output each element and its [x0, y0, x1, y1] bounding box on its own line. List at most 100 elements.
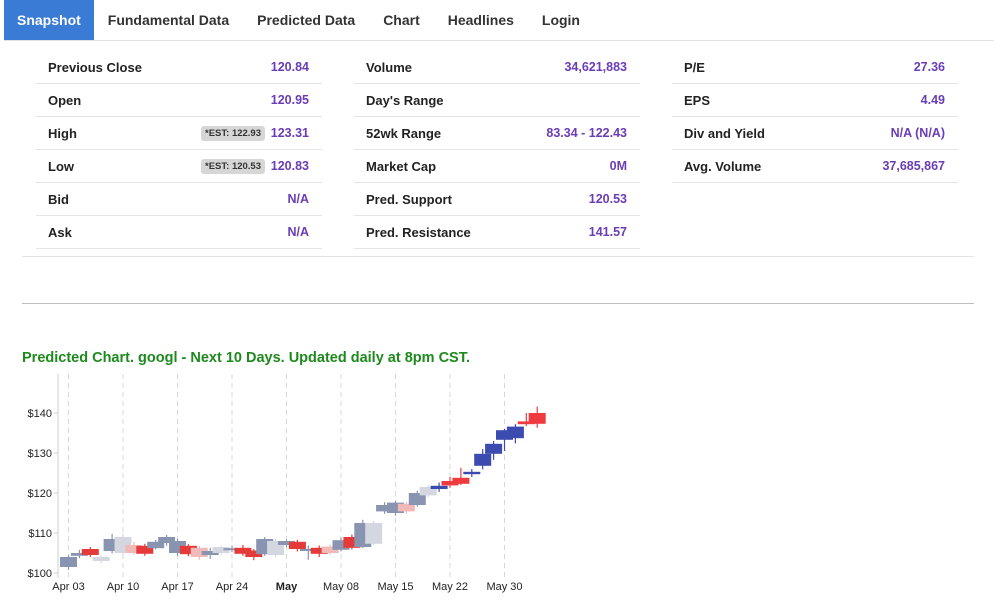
- candle-body: [299, 549, 317, 551]
- candle-body: [408, 493, 426, 505]
- candle-body: [506, 426, 524, 439]
- candle-body: [81, 549, 99, 555]
- row-label: Volume: [366, 60, 412, 75]
- tab-fundamental-data[interactable]: Fundamental Data: [107, 12, 230, 28]
- y-tick-label: $130: [28, 448, 52, 460]
- candle-body: [179, 545, 197, 555]
- est-badge: *EST: 120.53: [201, 159, 265, 174]
- 52wk-range-row: 52wk Range 83.34 - 122.43: [354, 117, 640, 150]
- row-label: Ask: [48, 225, 72, 240]
- candle-body: [419, 487, 437, 496]
- volume-row: Volume 34,621,883: [354, 51, 640, 84]
- row-label: Low: [48, 159, 74, 174]
- candle-body: [212, 547, 230, 553]
- candle-body: [201, 551, 219, 555]
- tab-bar-border: [4, 40, 994, 41]
- row-value: N/A: [287, 192, 309, 206]
- low-row: Low *EST: 120.53 120.83: [36, 150, 322, 183]
- row-label: Pred. Support: [366, 192, 452, 207]
- ask-row: Ask N/A: [36, 216, 322, 249]
- x-tick-label: Apr 24: [216, 581, 248, 593]
- candle-body: [365, 523, 383, 544]
- tab-headlines[interactable]: Headlines: [447, 12, 514, 28]
- row-value: 120.84: [270, 60, 309, 74]
- candle-body: [452, 477, 470, 484]
- candle-body: [321, 546, 339, 553]
- row-value: 37,685,867: [882, 159, 945, 173]
- x-tick-label: May 22: [432, 581, 468, 593]
- tab-predicted-data[interactable]: Predicted Data: [257, 12, 356, 28]
- pe-row: P/E 27.36: [672, 51, 958, 84]
- candle-body: [397, 503, 415, 512]
- row-label: Open: [48, 93, 82, 108]
- candle-body: [147, 541, 165, 549]
- row-label: Pred. Resistance: [366, 225, 471, 240]
- candle-body: [234, 547, 252, 554]
- row-value: 123.31: [270, 126, 309, 140]
- row-label: High: [48, 126, 77, 141]
- candle-body: [332, 540, 350, 550]
- x-tick-label: Apr 10: [107, 581, 139, 593]
- row-label: Day's Range: [366, 93, 444, 108]
- market-cap-row: Market Cap 0M: [354, 150, 640, 183]
- candle-body: [376, 505, 394, 512]
- x-tick-label: May: [276, 581, 298, 593]
- high-row: High *EST: 122.93 123.31: [36, 117, 322, 150]
- row-value: 27.36: [913, 60, 945, 74]
- snapshot-column-1: Previous Close 120.84 Open 120.95 High *…: [36, 51, 322, 249]
- candle-body: [136, 545, 154, 554]
- candle-body: [387, 502, 404, 513]
- pred-support-row: Pred. Support 120.53: [354, 183, 640, 216]
- row-value: 120.53: [588, 192, 627, 206]
- candle-body: [92, 557, 110, 561]
- candle-body: [430, 485, 448, 489]
- row-label: Market Cap: [366, 159, 437, 174]
- row-label: P/E: [684, 60, 705, 75]
- snapshot-column-2: Volume 34,621,883 Day's Range 52wk Range…: [354, 51, 640, 249]
- pred-resistance-row: Pred. Resistance 141.57: [354, 216, 640, 249]
- row-value: 34,621,883: [564, 60, 627, 74]
- candle-body: [441, 481, 459, 486]
- tab-chart[interactable]: Chart: [383, 12, 420, 28]
- previous-close-row: Previous Close 120.84: [36, 51, 322, 84]
- avg-volume-row: Avg. Volume 37,685,867: [672, 150, 958, 183]
- snapshot-panel: Previous Close 120.84 Open 120.95 High *…: [22, 41, 974, 257]
- snapshot-column-3: P/E 27.36 EPS 4.49 Div and Yield N/A (N/…: [672, 51, 958, 183]
- row-value: N/A (N/A): [890, 126, 945, 140]
- row-value: 120.95: [270, 93, 309, 107]
- tab-login[interactable]: Login: [541, 12, 580, 28]
- tab-snapshot[interactable]: Snapshot: [4, 0, 94, 40]
- days-range-row: Day's Range: [354, 84, 640, 117]
- candle-body: [496, 430, 513, 440]
- candle-body: [485, 443, 503, 454]
- chart-title: Predicted Chart. googl - Next 10 Days. U…: [22, 350, 470, 366]
- row-label: Bid: [48, 192, 69, 207]
- row-value: 0M: [609, 159, 627, 173]
- x-tick-label: Apr 03: [52, 581, 84, 593]
- y-tick-label: $120: [28, 488, 52, 500]
- open-row: Open 120.95: [36, 84, 322, 117]
- row-value: 141.57: [588, 225, 627, 239]
- candle-body: [517, 421, 535, 425]
- row-label: Div and Yield: [684, 126, 765, 141]
- candle-body: [343, 537, 361, 548]
- candle-body: [60, 557, 77, 567]
- div-yield-row: Div and Yield N/A (N/A): [672, 117, 958, 150]
- candlestick-chart: $100 $110 $120 $130 $140 Apr 03 Apr 10 Apr 17 Ap…: [28, 374, 546, 593]
- candle-body: [474, 453, 492, 466]
- tab-bar: Snapshot Fundamental Data Predicted Data…: [0, 0, 1000, 40]
- candle-body: [288, 541, 306, 549]
- x-tick-label: May 15: [377, 581, 413, 593]
- row-value: N/A: [287, 225, 309, 239]
- candle-body: [125, 545, 143, 553]
- candle-body: [245, 550, 263, 557]
- candle-body: [223, 548, 241, 551]
- y-tick-label: $140: [28, 408, 52, 420]
- candle-body: [528, 413, 546, 424]
- row-value: 4.49: [920, 93, 945, 107]
- candle-body: [278, 541, 295, 545]
- candle-body: [310, 547, 328, 554]
- row-label: Previous Close: [48, 60, 142, 75]
- candle-body: [463, 471, 481, 475]
- row-label: Avg. Volume: [684, 159, 762, 174]
